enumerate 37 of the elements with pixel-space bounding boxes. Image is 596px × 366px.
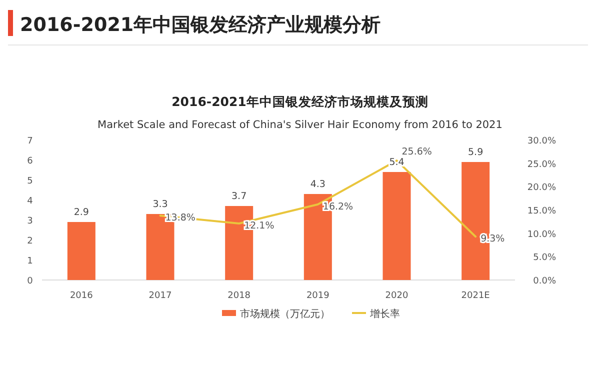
y-tick-label: 1 — [27, 256, 33, 266]
legend-市场规模（万亿元）: 市场规模（万亿元） — [222, 309, 330, 320]
text: Market Scale and Forecast of China's Silver Hair Economy from 2016 to 2021 — [98, 119, 502, 131]
chart-title: 2016-2021年中国银发经济产业规模分析 — [20, 14, 381, 36]
legend-label: 市场规模（万亿元） — [240, 308, 330, 320]
y-tick-label: 3 — [27, 216, 33, 226]
data-label: 2.9 — [74, 207, 89, 218]
data-label: 13.8% — [165, 212, 196, 224]
y-tick-label: 7 — [27, 136, 33, 146]
y-tick-label: 2 — [27, 236, 33, 246]
y2-tick-label: 5.0% — [533, 253, 556, 264]
data-label: 3.7 — [232, 191, 247, 202]
bar — [382, 172, 411, 280]
data-label: 5.9 — [468, 147, 484, 158]
chart-subtitle: 2016-2021年中国银发经济市场规模及预测 — [172, 94, 428, 109]
y-tick-label: 4 — [27, 196, 34, 206]
data-label: 3.3 — [152, 199, 168, 210]
y2-tick-label: 30.0% — [527, 136, 556, 146]
data-label: 25.6% — [402, 146, 432, 158]
legend-label: 增长率 — [369, 308, 400, 320]
x-tick-label: 2021E — [461, 291, 490, 301]
y2-tick-label: 15.0% — [527, 206, 556, 216]
y2-tick-label: 10.0% — [527, 230, 556, 240]
data-label: 4.3 — [310, 179, 326, 190]
y-tick-label: 0 — [27, 276, 34, 286]
y2-tick-label: 25.0% — [527, 160, 556, 170]
y2-tick-label: 0.0% — [533, 276, 556, 286]
x-tick-label: 2019 — [306, 291, 330, 301]
y-tick-label: 6 — [27, 156, 34, 166]
y-tick-label: 5 — [27, 176, 33, 186]
y2-tick-label: 20.0% — [527, 183, 556, 194]
x-tick-label: 2016 — [70, 291, 94, 301]
x-tick-label: 2017 — [148, 291, 172, 301]
x-tick-label: 2020 — [385, 291, 408, 301]
x-tick-label: 2018 — [228, 291, 251, 301]
legend-增长率: 增长率 — [352, 309, 400, 320]
bar — [67, 222, 96, 280]
